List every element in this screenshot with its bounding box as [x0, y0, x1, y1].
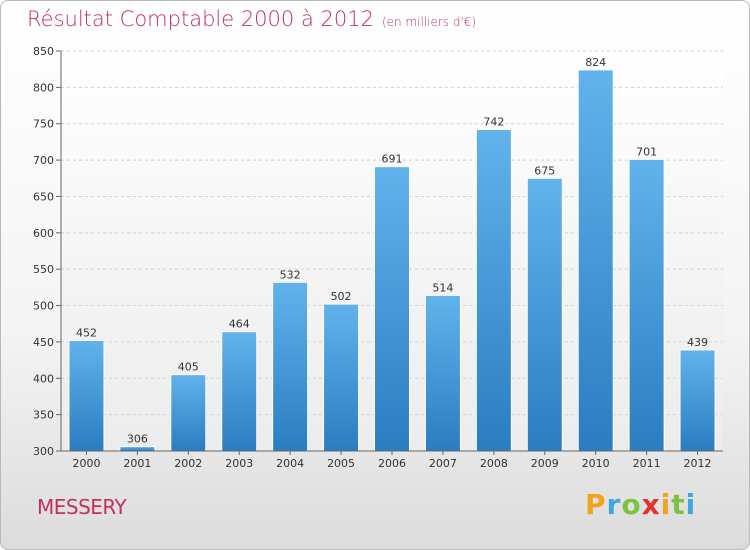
bar-2008 — [475, 129, 512, 452]
value-label-2010: 824 — [585, 56, 606, 69]
bar-2009 — [526, 177, 563, 452]
y-tick-label: 800 — [33, 81, 54, 94]
bar-2007 — [424, 294, 461, 452]
x-tick-label-2001: 2001 — [123, 457, 151, 470]
y-tick-label: 750 — [33, 118, 54, 131]
bar-2006 — [374, 166, 410, 452]
chart-title-block: Résultat Comptable 2000 à 2012 (en millie… — [27, 7, 476, 31]
y-tick-label: 450 — [33, 336, 54, 349]
bar-2010 — [577, 69, 614, 452]
value-label-2001: 306 — [127, 433, 148, 446]
x-tick-label-2011: 2011 — [633, 457, 661, 470]
bar-2004 — [272, 281, 309, 452]
x-tick-label-2004: 2004 — [276, 457, 304, 470]
value-label-2011: 701 — [636, 145, 657, 158]
y-tick-label: 350 — [33, 409, 54, 422]
bar-2000 — [68, 339, 105, 452]
town-name: MESSERY — [37, 495, 127, 519]
x-tick-label-2002: 2002 — [174, 457, 202, 470]
bar-2011 — [628, 158, 665, 452]
value-label-2009: 675 — [534, 164, 555, 177]
x-tick-label-2007: 2007 — [429, 457, 457, 470]
y-tick-label: 300 — [33, 445, 54, 458]
bar-2012 — [679, 349, 716, 452]
value-label-2000: 452 — [76, 326, 97, 339]
bar-2001 — [119, 446, 156, 452]
value-label-2008: 742 — [483, 116, 504, 129]
value-label-2004: 532 — [280, 268, 301, 281]
x-tick-label-2005: 2005 — [327, 457, 355, 470]
x-tick-label-2008: 2008 — [480, 457, 508, 470]
bar-2005 — [323, 303, 360, 452]
x-tick-label-2012: 2012 — [684, 457, 712, 470]
x-tick-label-2010: 2010 — [582, 457, 610, 470]
value-label-2003: 464 — [229, 318, 250, 331]
value-label-2007: 514 — [432, 281, 453, 294]
x-tick-label-2000: 2000 — [72, 457, 100, 470]
value-label-2005: 502 — [331, 290, 352, 303]
y-tick-label: 400 — [33, 372, 54, 385]
y-tick-label: 600 — [33, 227, 54, 240]
x-tick-label-2006: 2006 — [378, 457, 406, 470]
value-label-2012: 439 — [687, 336, 708, 349]
y-tick-label: 500 — [33, 300, 54, 313]
bar-2003 — [221, 331, 258, 452]
chart-subtitle: (en milliers d'€) — [381, 15, 477, 29]
chart-title: Résultat Comptable 2000 à 2012 — [27, 7, 374, 31]
bar-2002 — [170, 374, 207, 452]
x-tick-label-2009: 2009 — [531, 457, 559, 470]
y-tick-label: 550 — [33, 263, 54, 276]
y-tick-label: 650 — [33, 190, 54, 203]
value-label-2006: 691 — [382, 153, 403, 166]
y-tick-label: 850 — [33, 45, 54, 58]
x-tick-label-2003: 2003 — [225, 457, 253, 470]
value-label-2002: 405 — [178, 361, 199, 374]
y-tick-label: 700 — [33, 154, 54, 167]
proxiti-logo: Proxiti — [585, 488, 697, 521]
